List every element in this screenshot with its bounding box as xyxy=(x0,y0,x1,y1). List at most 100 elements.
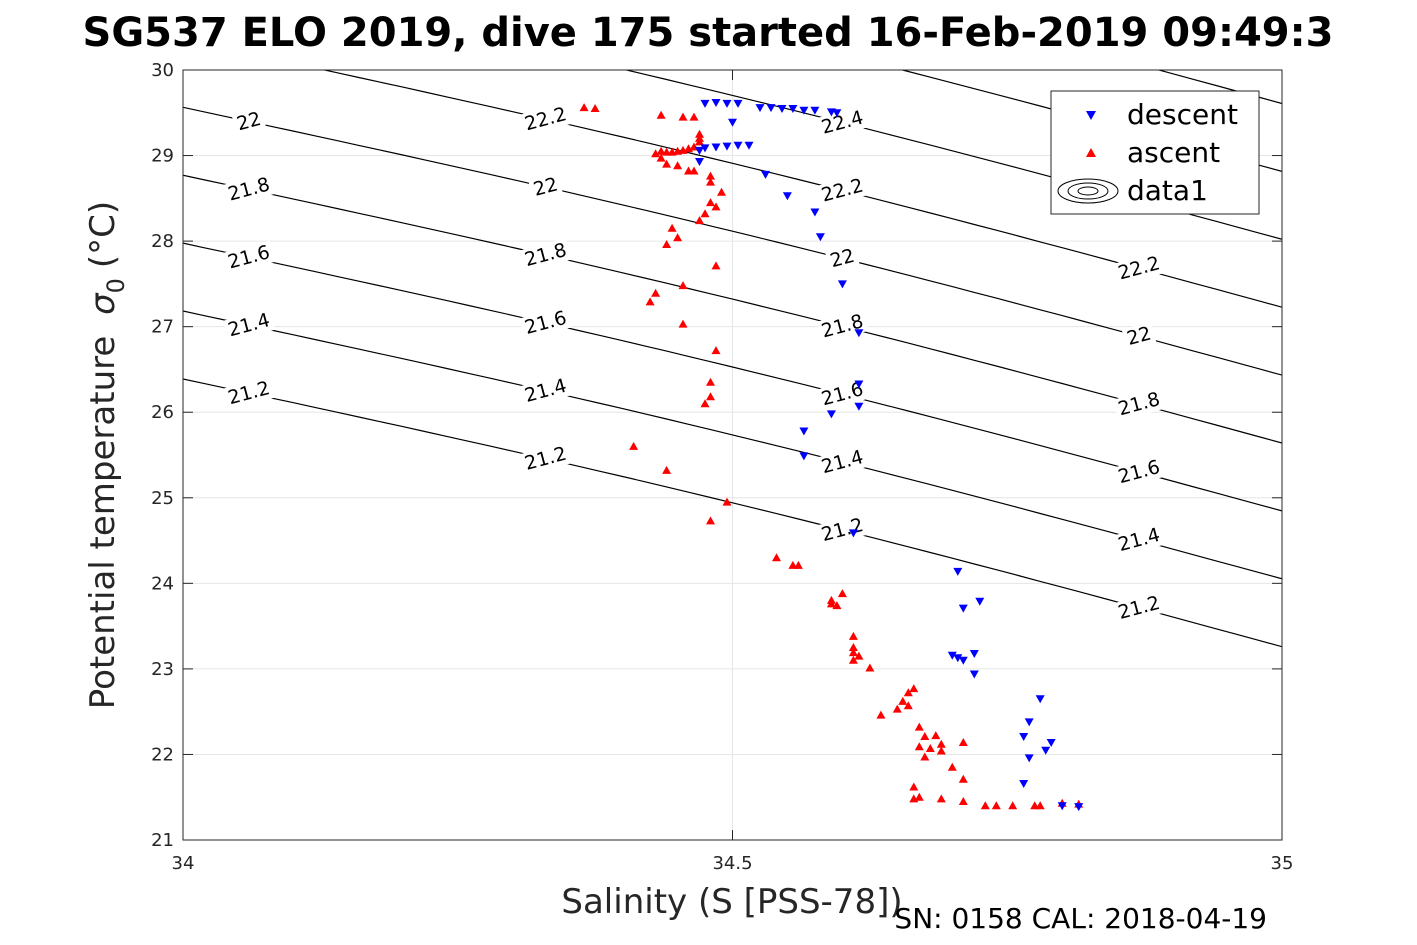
descent-point xyxy=(848,529,858,538)
ascent-point xyxy=(673,233,683,242)
descent-point xyxy=(1041,746,1051,755)
descent-point xyxy=(854,329,864,338)
ascent-point xyxy=(689,166,699,175)
x-axis-label: Salinity (S [PSS-78]) xyxy=(561,882,902,922)
ascent-point xyxy=(645,297,655,306)
ascent-point xyxy=(590,104,600,112)
ascent-point xyxy=(854,651,864,660)
ascent-point xyxy=(706,177,715,186)
descent-point xyxy=(782,192,792,201)
ascent-point xyxy=(678,112,688,121)
ascent-point xyxy=(848,631,858,640)
descent-point xyxy=(854,380,864,389)
descent-point xyxy=(837,280,847,289)
descent-point xyxy=(744,141,754,150)
ascent-point xyxy=(920,752,930,761)
ascent-point xyxy=(920,732,930,740)
ascent-point xyxy=(656,110,666,119)
ascent-point xyxy=(667,223,677,232)
legend-ascent-label: ascent xyxy=(1127,136,1220,169)
descent-point xyxy=(975,597,985,606)
ascent-point xyxy=(706,516,715,525)
descent-point xyxy=(695,158,704,166)
ascent-point xyxy=(717,187,726,196)
ascent-point xyxy=(684,144,693,153)
ascent-point xyxy=(678,319,688,328)
legend-descent-label: descent xyxy=(1127,98,1238,131)
ascent-point xyxy=(826,599,836,608)
legend: descent ascent data1 xyxy=(1050,90,1260,215)
descent-point xyxy=(958,656,968,665)
ascent-point xyxy=(706,198,715,207)
y-tick-label: 24 xyxy=(151,573,174,594)
descent-point xyxy=(832,109,842,118)
descent-point xyxy=(766,104,776,113)
ascent-points xyxy=(579,103,1084,810)
descent-point xyxy=(947,651,957,660)
ascent-point xyxy=(892,704,902,713)
ascent-point xyxy=(673,161,683,170)
descent-point xyxy=(711,143,721,152)
ascent-point xyxy=(706,171,715,180)
ascent-point xyxy=(936,794,946,803)
descent-point xyxy=(969,650,979,658)
ascent-point xyxy=(914,722,924,731)
descent-point xyxy=(953,654,963,663)
ascent-point xyxy=(848,655,858,664)
ascent-point xyxy=(662,240,672,248)
ascent-point xyxy=(706,392,715,401)
x-tick-label: 35 xyxy=(1271,853,1294,874)
ascent-point xyxy=(711,261,721,270)
y-axis-label-subscript: 0 xyxy=(102,278,130,293)
legend-data1-label: data1 xyxy=(1127,174,1208,207)
descent-point xyxy=(695,146,704,155)
y-tick-label: 25 xyxy=(151,488,174,509)
ascent-point xyxy=(678,281,688,290)
y-tick-label: 27 xyxy=(151,317,174,338)
descent-point xyxy=(1057,802,1067,811)
ascent-point xyxy=(865,663,875,672)
ascent-point xyxy=(772,553,781,562)
ascent-point xyxy=(837,589,847,598)
y-tick-label: 21 xyxy=(151,830,174,851)
ascent-point xyxy=(848,648,858,657)
descent-point xyxy=(799,427,809,436)
y-tick-label: 29 xyxy=(151,146,174,167)
ascent-point xyxy=(1008,801,1018,810)
ascent-point xyxy=(925,744,935,752)
ascent-point xyxy=(903,688,913,697)
ascent-point xyxy=(695,137,704,146)
y-axis-label-symbol: σ xyxy=(83,292,123,315)
ascent-point xyxy=(914,742,924,751)
ascent-point xyxy=(909,684,919,693)
ascent-point xyxy=(876,710,886,719)
ascent-point xyxy=(936,739,946,748)
descent-point xyxy=(761,170,770,179)
descent-point xyxy=(1035,695,1045,704)
ascent-point xyxy=(931,731,941,740)
descent-point xyxy=(728,118,737,127)
descent-point xyxy=(854,402,864,411)
ascent-point xyxy=(678,145,688,154)
y-tick-label: 28 xyxy=(151,231,174,252)
ascent-point xyxy=(898,696,908,705)
y-axis-label: Potential temperature σ0 (°C) xyxy=(83,201,130,709)
chart-title: SG537 ELO 2019, dive 175 started 16-Feb-… xyxy=(83,10,1334,56)
ascent-point xyxy=(1035,801,1045,810)
x-tick-label: 34 xyxy=(172,853,195,874)
y-tick-label: 26 xyxy=(151,402,174,423)
descent-point xyxy=(1019,733,1029,741)
y-tick-label: 22 xyxy=(151,744,174,765)
ascent-point xyxy=(689,112,699,121)
ascent-point xyxy=(673,146,683,155)
descent-point xyxy=(722,99,732,108)
calibration-footer: SN: 0158 CAL: 2018-04-19 xyxy=(894,902,1267,935)
ascent-point xyxy=(909,782,919,791)
ascent-point xyxy=(711,346,721,355)
descent-point xyxy=(788,105,798,113)
descent-point xyxy=(953,567,963,576)
axis-ticks: 21 22 23 24 25 26 27 28 29 30 34 34.5 35 xyxy=(151,60,1293,874)
x-tick-label: 34.5 xyxy=(712,853,752,874)
ascent-point xyxy=(629,441,639,450)
